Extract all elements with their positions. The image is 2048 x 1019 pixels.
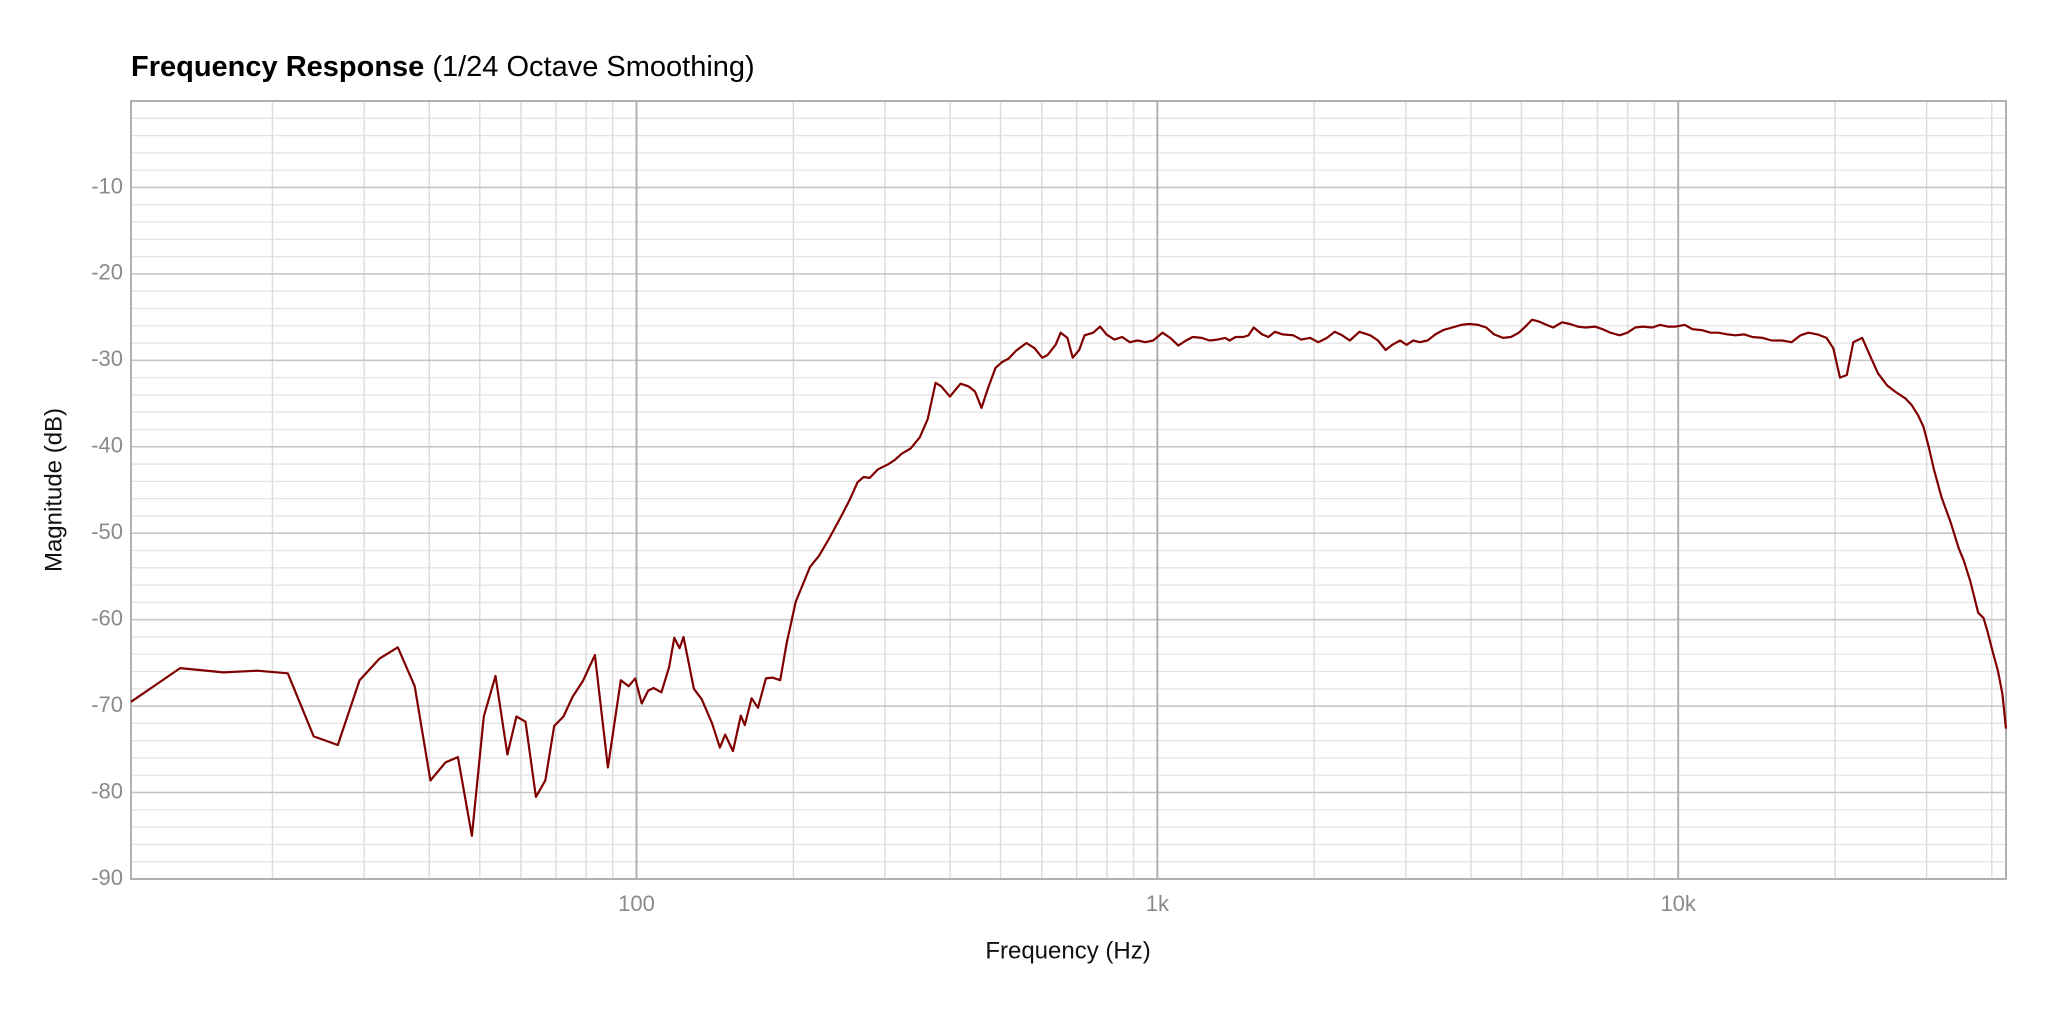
y-tick-label: -20	[91, 260, 123, 285]
x-tick-label: 1k	[1146, 891, 1170, 916]
y-tick-label: -40	[91, 433, 123, 458]
y-tick-label: -50	[91, 519, 123, 544]
title: Frequency Response	[131, 51, 424, 83]
y-tick-label: -90	[91, 865, 123, 890]
y-tick-label: -60	[91, 605, 123, 630]
y-axis-label: Magnitude (dB)	[40, 408, 67, 572]
response-line	[130, 318, 2008, 837]
x-axis-label: Frequency (Hz)	[985, 937, 1150, 964]
plot-frame	[130, 100, 2007, 880]
chart-title: Frequency Response (1/24 Octave Smoothing…	[131, 51, 755, 83]
y-tick-label: -30	[91, 346, 123, 371]
subtitle: (1/24 Octave Smoothing)	[432, 51, 754, 83]
y-tick-label: -80	[91, 778, 123, 803]
x-tick-label: 10k	[1660, 891, 1696, 916]
x-tick-label: 100	[618, 891, 655, 916]
y-tick-label: -70	[91, 692, 123, 717]
y-tick-label: -10	[91, 173, 123, 198]
